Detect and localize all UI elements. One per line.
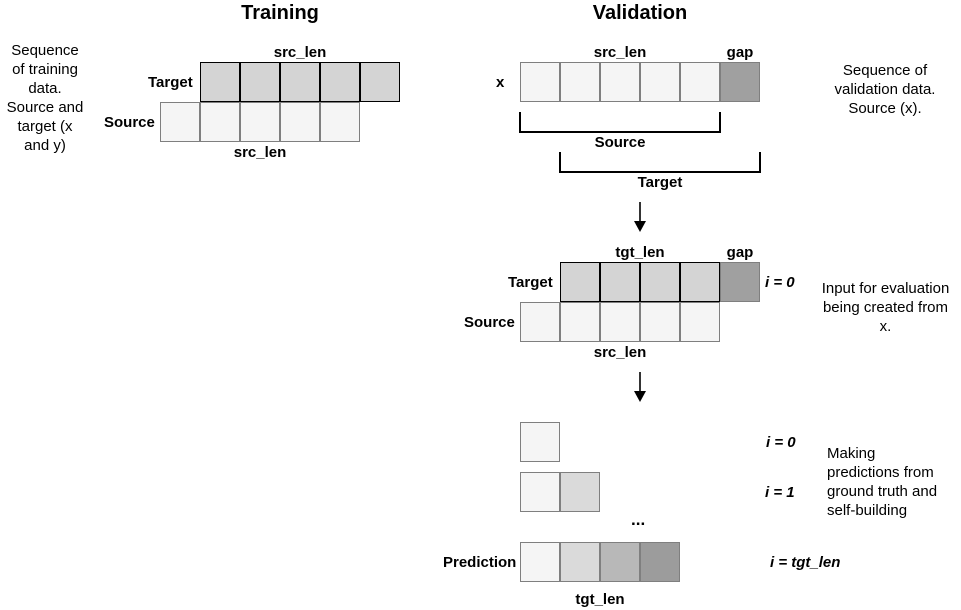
- eval-source-cell: [600, 302, 640, 342]
- eval-target-cell: [640, 262, 680, 302]
- training-src-len-bottom: src_len: [233, 144, 287, 161]
- val-x-cell: [560, 62, 600, 102]
- training-source-label: Source: [104, 114, 155, 131]
- training-heading: Training: [241, 2, 319, 24]
- pred-step0-cell: [520, 422, 560, 462]
- training-source-cell: [200, 102, 240, 142]
- training-note: Sequence of training data. Source and ta…: [6, 42, 84, 154]
- validation-heading: Validation: [592, 2, 688, 24]
- eval-src-len: src_len: [593, 344, 647, 361]
- prediction-cell: [520, 542, 560, 582]
- training-source-cell: [160, 102, 200, 142]
- pred-step1-cell: [520, 472, 560, 512]
- target-bracket: [559, 152, 761, 173]
- val-x-cell: [520, 62, 560, 102]
- val-x-gap-cell: [720, 62, 760, 102]
- training-target-cell: [360, 62, 400, 102]
- eval-source-cell: [520, 302, 560, 342]
- val-x-label: x: [496, 74, 505, 91]
- bracket-target-label: Target: [637, 174, 683, 191]
- eval-target-cell: [600, 262, 640, 302]
- pred-i-tgt-len: i = tgt_len: [770, 554, 841, 571]
- eval-gap: gap: [726, 244, 754, 261]
- training-source-cell: [280, 102, 320, 142]
- pred-ellipsis: ...: [631, 510, 646, 529]
- down-arrow-2: [634, 372, 646, 402]
- val-x-cell: [600, 62, 640, 102]
- val-gap-top: gap: [726, 44, 754, 61]
- val-x-cell: [640, 62, 680, 102]
- prediction-cell: [560, 542, 600, 582]
- eval-source-label: Source: [464, 314, 515, 331]
- eval-target-cell: [680, 262, 720, 302]
- bracket-source-label: Source: [594, 134, 646, 151]
- eval-target-label: Target: [508, 274, 553, 291]
- source-bracket: [519, 112, 721, 133]
- prediction-cell: [640, 542, 680, 582]
- training-target-cell: [200, 62, 240, 102]
- prediction-cell: [600, 542, 640, 582]
- eval-gap-cell: [720, 262, 760, 302]
- training-src-len-top: src_len: [273, 44, 327, 61]
- pred-i1: i = 1: [765, 484, 795, 501]
- training-target-cell: [280, 62, 320, 102]
- pred-tgt-len: tgt_len: [575, 591, 625, 608]
- down-arrow-1: [634, 202, 646, 232]
- val-x-note: Sequence of validation data. Source (x).: [834, 62, 936, 117]
- val-x-cell: [680, 62, 720, 102]
- eval-tgt-len: tgt_len: [615, 244, 665, 261]
- training-target-cell: [240, 62, 280, 102]
- eval-source-cell: [680, 302, 720, 342]
- eval-i0: i = 0: [765, 274, 795, 291]
- prediction-label: Prediction: [443, 554, 517, 571]
- training-source-cell: [240, 102, 280, 142]
- pred-step1-cell: [560, 472, 600, 512]
- eval-source-cell: [560, 302, 600, 342]
- training-source-cell: [320, 102, 360, 142]
- eval-note: Input for evaluation being created from …: [821, 280, 950, 335]
- training-target-label: Target: [148, 74, 193, 91]
- training-target-cell: [320, 62, 360, 102]
- eval-source-cell: [640, 302, 680, 342]
- val-src-len-top: src_len: [593, 44, 647, 61]
- pred-i0: i = 0: [766, 434, 796, 451]
- eval-target-cell: [560, 262, 600, 302]
- pred-note: Making predictions from ground truth and…: [827, 445, 938, 519]
